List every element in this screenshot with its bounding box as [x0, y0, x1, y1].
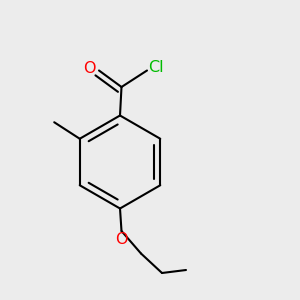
Text: Cl: Cl	[148, 60, 164, 75]
Text: O: O	[115, 232, 127, 247]
Text: O: O	[83, 61, 95, 76]
